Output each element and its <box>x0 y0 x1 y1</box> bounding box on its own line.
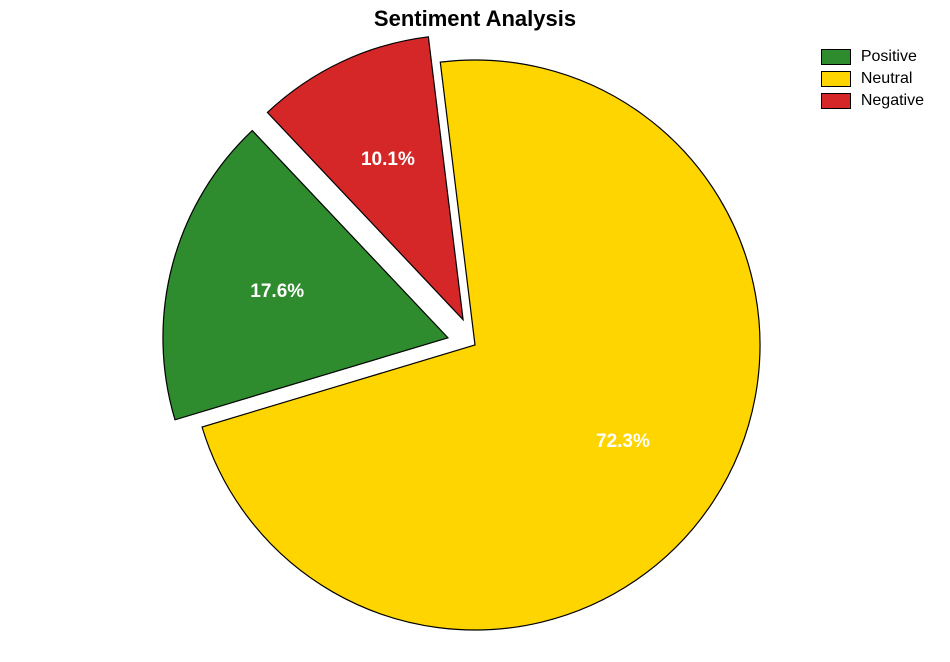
slice-label-negative: 10.1% <box>361 149 415 171</box>
slice-label-positive: 17.6% <box>250 281 304 303</box>
legend-label: Positive <box>861 48 917 66</box>
slice-label-neutral: 72.3% <box>596 431 650 453</box>
legend-swatch <box>821 71 851 87</box>
pie-chart-container: Sentiment Analysis Positive Neutral Nega… <box>0 0 950 662</box>
pie-chart-svg <box>0 0 950 662</box>
legend-label: Neutral <box>861 70 913 88</box>
legend-swatch <box>821 93 851 109</box>
legend-item-positive: Positive <box>821 48 924 66</box>
legend-label: Negative <box>861 92 924 110</box>
legend-item-neutral: Neutral <box>821 70 924 88</box>
legend-item-negative: Negative <box>821 92 924 110</box>
legend-swatch <box>821 49 851 65</box>
legend: Positive Neutral Negative <box>821 48 924 114</box>
